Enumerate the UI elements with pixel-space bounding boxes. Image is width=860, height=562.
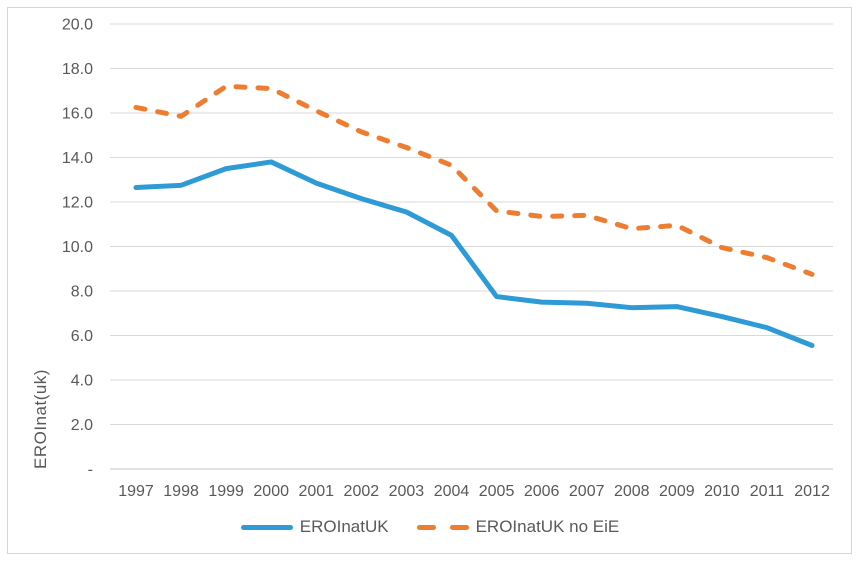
y-tick-label: 8.0 xyxy=(71,284,93,301)
legend-dash-segment xyxy=(416,524,436,530)
series-line-eroinatuk xyxy=(133,159,815,349)
legend-item-eroinatuk-no-eie: EROInatUK no EiE xyxy=(416,517,620,537)
x-tick-label: 2001 xyxy=(298,483,334,500)
series-lines-group xyxy=(133,83,815,349)
x-tick-label: 2009 xyxy=(659,483,695,500)
legend-dashed-line-swatch xyxy=(416,524,469,530)
x-tick-label: 2006 xyxy=(524,483,560,500)
x-tick-label: 2008 xyxy=(614,483,650,500)
y-tick-label: 18.0 xyxy=(62,61,93,78)
x-tick-label: 2004 xyxy=(434,483,470,500)
legend-item-eroinatuk: EROInatUK xyxy=(240,517,389,537)
y-tick-label: 16.0 xyxy=(62,106,93,123)
x-axis-tick-labels: 1997 1998 1999 2000 2001 2002 2003 2004 2005 2006… xyxy=(118,483,830,500)
chart-border-frame xyxy=(7,7,852,554)
x-tick-label: 1999 xyxy=(208,483,244,500)
series-line-eroinatuk-no-eie xyxy=(133,83,815,277)
x-tick-label: 2011 xyxy=(750,483,785,500)
x-tick-label: 2005 xyxy=(479,483,515,500)
legend-dash-segment xyxy=(449,524,469,530)
x-tick-label: 2000 xyxy=(253,483,289,500)
chart-legend: EROInatUK EROInatUK no EiE xyxy=(0,517,860,537)
y-tick-label: 20.0 xyxy=(62,17,93,34)
x-tick-label: 2012 xyxy=(794,483,830,500)
y-axis-tick-labels: - 2.0 4.0 6.0 8.0 10.0 12.0 14.0 16.0 18.0 20.0 xyxy=(62,17,93,479)
legend-solid-line-swatch xyxy=(240,524,293,530)
y-tick-label: 10.0 xyxy=(62,239,93,256)
y-tick-label: - xyxy=(88,462,93,479)
x-tick-label: 2003 xyxy=(389,483,425,500)
y-tick-label: 6.0 xyxy=(71,328,93,345)
x-tick-label: 2002 xyxy=(344,483,380,500)
y-tick-label: 12.0 xyxy=(62,195,93,212)
gridlines-group xyxy=(110,23,833,470)
x-tick-label: 1998 xyxy=(163,483,199,500)
x-tick-label: 1997 xyxy=(118,483,154,500)
y-axis-title: EROInat(uk) xyxy=(31,369,50,469)
legend-label-eroinatuk-no-eie: EROInatUK no EiE xyxy=(475,517,620,536)
x-tick-label: 2010 xyxy=(704,483,740,500)
y-tick-label: 14.0 xyxy=(62,150,93,167)
y-tick-label: 4.0 xyxy=(71,373,93,390)
legend-label-eroinatuk: EROInatUK xyxy=(299,517,389,536)
y-tick-label: 2.0 xyxy=(71,417,93,434)
x-tick-label: 2007 xyxy=(569,483,605,500)
